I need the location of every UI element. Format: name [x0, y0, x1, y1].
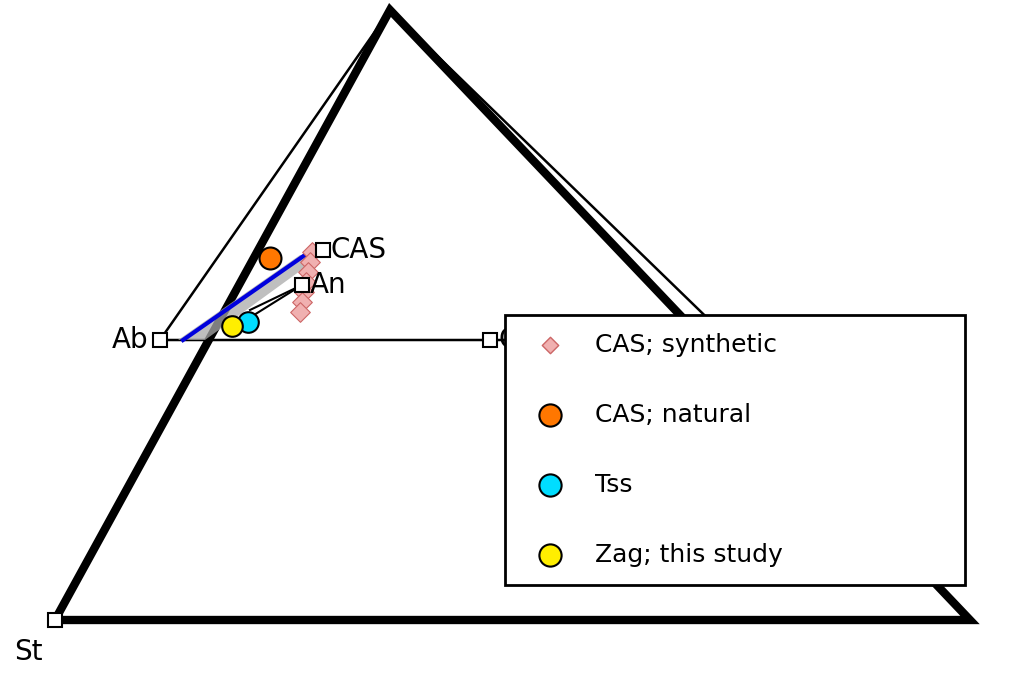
Bar [316, 243, 330, 257]
Point [294, 296, 310, 307]
Point [542, 340, 558, 350]
Text: Tss: Tss [595, 473, 633, 497]
Point [240, 317, 256, 327]
Text: Ab: Ab [112, 326, 148, 354]
Point [300, 267, 316, 277]
Text: An: An [310, 271, 347, 299]
Text: Gr: Gr [498, 326, 530, 354]
Bar [153, 333, 167, 347]
Point [304, 246, 321, 257]
Point [542, 549, 558, 560]
Bar [505, 315, 965, 585]
Bar [48, 613, 62, 627]
Polygon shape [178, 255, 322, 340]
Point [296, 287, 312, 298]
Point [302, 256, 318, 267]
Bar [483, 333, 497, 347]
Point [262, 252, 279, 263]
Text: St: St [14, 638, 43, 666]
Text: CAS; natural: CAS; natural [595, 403, 752, 427]
Text: Zag; this study: Zag; this study [595, 543, 782, 567]
Text: CAS; synthetic: CAS; synthetic [595, 333, 777, 357]
Bar [295, 278, 309, 292]
Point [298, 277, 314, 288]
Point [292, 306, 308, 317]
Point [542, 480, 558, 491]
Point [542, 410, 558, 421]
Text: CAS: CAS [331, 236, 387, 264]
Point [224, 321, 241, 331]
